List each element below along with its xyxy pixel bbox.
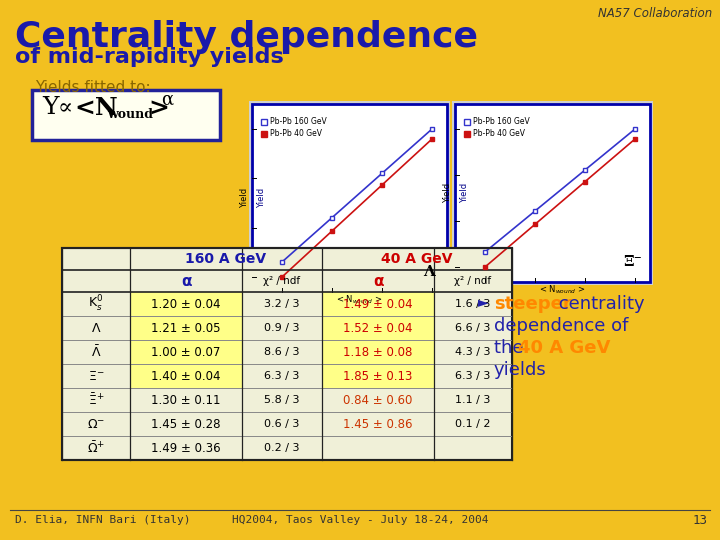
Text: NA57 Collaboration: NA57 Collaboration bbox=[598, 7, 712, 20]
Bar bbox=[452, 101, 653, 285]
Text: 0.1 / 2: 0.1 / 2 bbox=[455, 419, 491, 429]
Text: 160 A GeV: 160 A GeV bbox=[186, 252, 266, 266]
Text: 1.45 ± 0.28: 1.45 ± 0.28 bbox=[151, 417, 221, 430]
Bar bbox=[130, 340, 242, 364]
Text: 0.84 ± 0.60: 0.84 ± 0.60 bbox=[343, 394, 413, 407]
Text: Ξ⁻: Ξ⁻ bbox=[623, 255, 642, 269]
Text: ►: ► bbox=[478, 295, 489, 309]
Text: Ω$^{-}$: Ω$^{-}$ bbox=[87, 417, 105, 430]
Text: 1.49 ± 0.04: 1.49 ± 0.04 bbox=[343, 298, 413, 310]
Text: α: α bbox=[181, 273, 192, 288]
Bar bbox=[32, 90, 220, 140]
Text: Λ: Λ bbox=[91, 321, 100, 334]
Text: χ² / ndf: χ² / ndf bbox=[264, 276, 300, 286]
Text: centrality: centrality bbox=[553, 295, 644, 313]
Text: Y: Y bbox=[42, 97, 58, 119]
Text: dependence of: dependence of bbox=[494, 317, 629, 335]
Text: α: α bbox=[161, 91, 173, 109]
Text: Centrality dependence: Centrality dependence bbox=[15, 20, 478, 54]
Text: steeper: steeper bbox=[494, 295, 572, 313]
Text: 6.3 / 3: 6.3 / 3 bbox=[264, 371, 300, 381]
Text: 40 A GeV: 40 A GeV bbox=[382, 252, 453, 266]
Text: 1.18 ± 0.08: 1.18 ± 0.08 bbox=[343, 346, 413, 359]
Text: χ² / ndf: χ² / ndf bbox=[454, 276, 492, 286]
Text: 1.20 ± 0.04: 1.20 ± 0.04 bbox=[151, 298, 221, 310]
Bar bbox=[130, 364, 242, 388]
Text: 1.1 / 3: 1.1 / 3 bbox=[455, 395, 491, 405]
Text: the: the bbox=[494, 339, 529, 357]
Text: 1.30 ± 0.11: 1.30 ± 0.11 bbox=[151, 394, 221, 407]
Text: 1.85 ± 0.13: 1.85 ± 0.13 bbox=[343, 369, 413, 382]
Text: $\bar{\Omega}^{+}$: $\bar{\Omega}^{+}$ bbox=[87, 440, 105, 456]
Text: 1.00 ± 0.07: 1.00 ± 0.07 bbox=[151, 346, 221, 359]
Text: 8.6 / 3: 8.6 / 3 bbox=[264, 347, 300, 357]
Text: HQ2004, Taos Valley - July 18-24, 2004: HQ2004, Taos Valley - July 18-24, 2004 bbox=[232, 515, 488, 525]
Text: 40 A GeV: 40 A GeV bbox=[518, 339, 611, 357]
Bar bbox=[322, 364, 434, 388]
Text: wound: wound bbox=[107, 109, 153, 122]
Text: Yields fitted to:: Yields fitted to: bbox=[35, 80, 150, 95]
Text: 0.9 / 3: 0.9 / 3 bbox=[264, 323, 300, 333]
Bar bbox=[130, 316, 242, 340]
Text: 6.6 / 3: 6.6 / 3 bbox=[455, 323, 491, 333]
Bar bbox=[322, 340, 434, 364]
Text: K$^{0}_{s}$: K$^{0}_{s}$ bbox=[89, 294, 104, 314]
Text: α: α bbox=[373, 273, 383, 288]
Text: <N: <N bbox=[74, 96, 118, 120]
Text: Pb-Pb 160 GeV: Pb-Pb 160 GeV bbox=[473, 118, 530, 126]
Bar bbox=[62, 248, 512, 460]
Text: 13: 13 bbox=[693, 514, 708, 526]
Text: $\bar{\Xi}^{+}$: $\bar{\Xi}^{+}$ bbox=[88, 392, 104, 408]
Text: 0.2 / 3: 0.2 / 3 bbox=[264, 443, 300, 453]
Text: Yield: Yield bbox=[258, 188, 266, 208]
Text: 1.40 ± 0.04: 1.40 ± 0.04 bbox=[151, 369, 221, 382]
Text: yields: yields bbox=[494, 361, 546, 379]
Text: Pb-Pb 40 GeV: Pb-Pb 40 GeV bbox=[473, 130, 525, 138]
Bar bbox=[252, 104, 447, 292]
Text: Λ: Λ bbox=[423, 265, 435, 279]
Text: Yield: Yield bbox=[461, 183, 469, 203]
Text: 0.6 / 3: 0.6 / 3 bbox=[264, 419, 300, 429]
Text: 6.3 / 3: 6.3 / 3 bbox=[455, 371, 491, 381]
Text: ∝: ∝ bbox=[58, 97, 73, 119]
Text: Pb-Pb 160 GeV: Pb-Pb 160 GeV bbox=[270, 118, 327, 126]
Text: 1.21 ± 0.05: 1.21 ± 0.05 bbox=[151, 321, 221, 334]
Text: 1.6 / 3: 1.6 / 3 bbox=[455, 299, 491, 309]
Text: < N$_{wound}$ >: < N$_{wound}$ > bbox=[539, 284, 585, 296]
Text: 1.45 ± 0.86: 1.45 ± 0.86 bbox=[343, 417, 413, 430]
Text: < N$_{wound}$ >: < N$_{wound}$ > bbox=[336, 294, 382, 307]
Text: >: > bbox=[148, 96, 169, 120]
Text: 1.49 ± 0.36: 1.49 ± 0.36 bbox=[151, 442, 221, 455]
Text: Yield: Yield bbox=[240, 188, 249, 208]
Text: D. Elia, INFN Bari (Italy): D. Elia, INFN Bari (Italy) bbox=[15, 515, 191, 525]
Bar bbox=[322, 292, 434, 316]
Text: 4.3 / 3: 4.3 / 3 bbox=[455, 347, 491, 357]
Text: of mid-rapidity yields: of mid-rapidity yields bbox=[15, 47, 284, 67]
Text: Yield: Yield bbox=[443, 183, 452, 203]
Text: 5.8 / 3: 5.8 / 3 bbox=[264, 395, 300, 405]
Bar bbox=[130, 292, 242, 316]
Bar bbox=[322, 316, 434, 340]
Text: 3.2 / 3: 3.2 / 3 bbox=[264, 299, 300, 309]
Text: Pb-Pb 40 GeV: Pb-Pb 40 GeV bbox=[270, 130, 322, 138]
Bar bbox=[249, 101, 450, 295]
Text: $\bar{\Lambda}$: $\bar{\Lambda}$ bbox=[91, 344, 102, 360]
Text: 1.52 ± 0.04: 1.52 ± 0.04 bbox=[343, 321, 413, 334]
Text: Ξ$^{-}$: Ξ$^{-}$ bbox=[88, 369, 104, 382]
Bar bbox=[455, 104, 650, 282]
